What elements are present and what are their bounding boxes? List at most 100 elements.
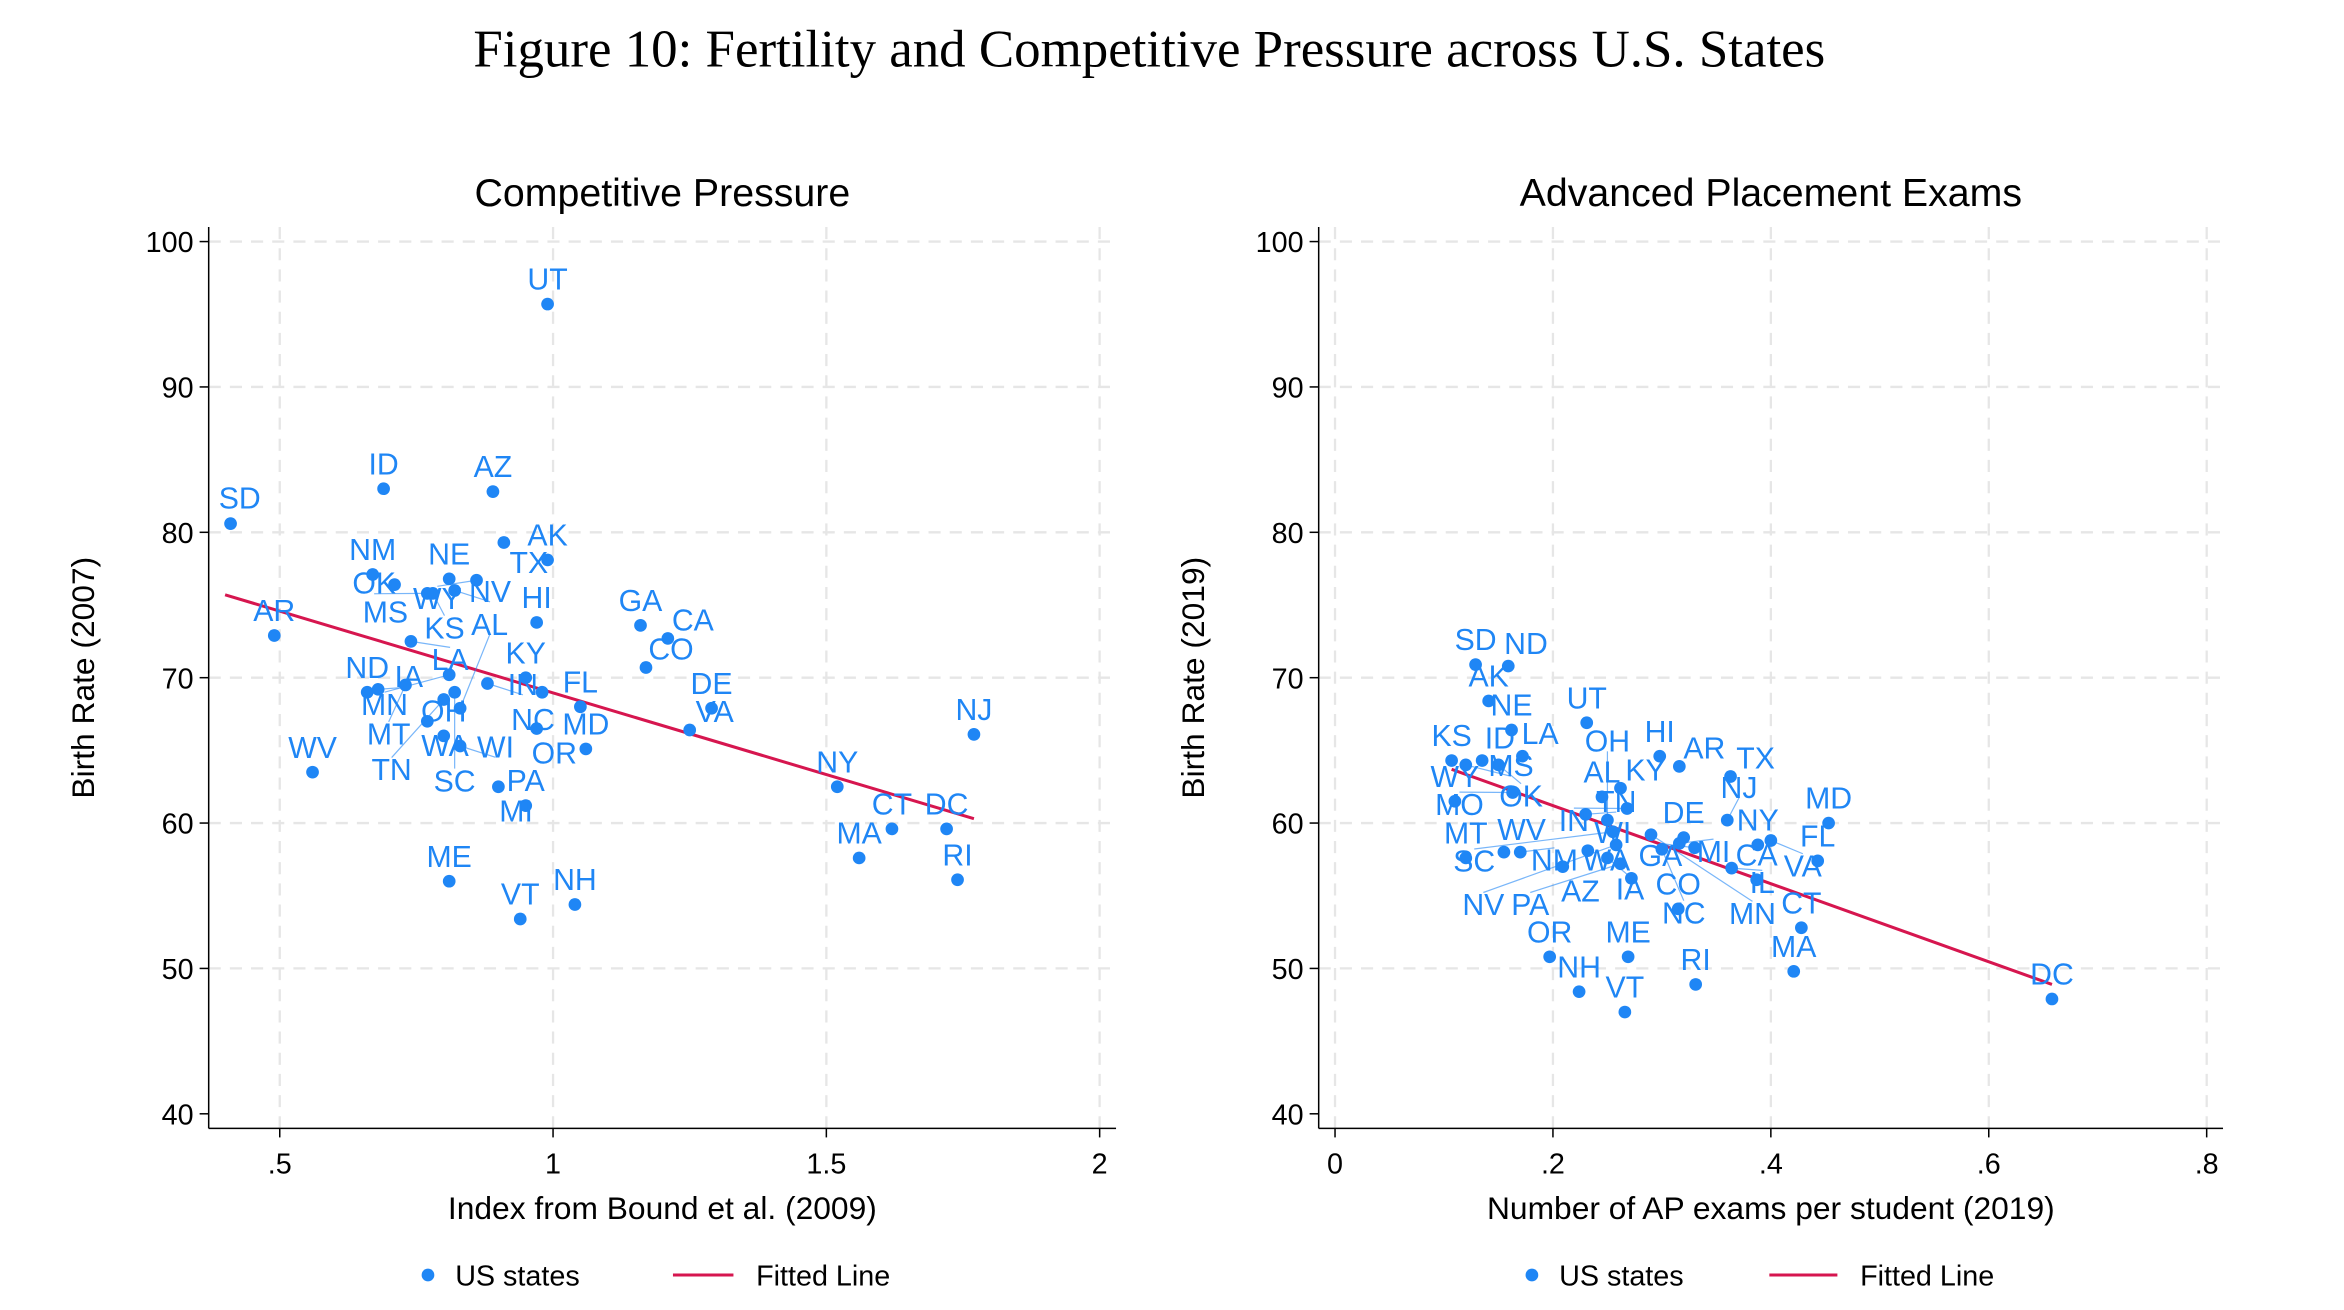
data-label-DE: DE (1663, 797, 1705, 830)
data-point-NY (830, 780, 844, 794)
data-point-LA (1516, 749, 1529, 763)
data-point-OH (1601, 813, 1614, 827)
x-tick-label: .4 (1759, 1149, 1783, 1181)
data-label-AK: AK (527, 520, 567, 553)
data-label-RI: RI (942, 839, 972, 872)
data-point-TX (1724, 770, 1737, 783)
y-axis-title: Birth Rate (2019) (1175, 557, 1211, 799)
data-point-MS (1459, 758, 1473, 772)
x-tick-label: .8 (2195, 1149, 2219, 1181)
data-point-AZ (486, 485, 500, 498)
data-label-TX: TX (1736, 743, 1775, 776)
x-axis-title: Index from Bound et al. (2009) (448, 1190, 877, 1226)
panel-title: Advanced Placement Exams (1520, 171, 2022, 215)
data-label-NM: NM (1531, 845, 1578, 878)
data-point-VA (1764, 834, 1778, 847)
data-point-NJ (1720, 813, 1734, 827)
data-label-NJ: NJ (1720, 772, 1757, 805)
data-point-UT (541, 297, 554, 311)
data-point-UT (1580, 716, 1594, 730)
data-point-MS (388, 578, 401, 591)
data-point-SD (224, 517, 237, 530)
data-point-MA (852, 851, 866, 865)
data-point-OK (420, 587, 434, 600)
data-label-MS: MS (1488, 750, 1533, 783)
x-tick-label: 1.5 (806, 1149, 846, 1181)
data-label-VT: VT (1606, 972, 1645, 1005)
data-label-ND: ND (1504, 628, 1548, 661)
y-tick-label: 70 (162, 663, 194, 695)
data-point-CA (661, 632, 675, 645)
y-tick-label: 80 (162, 518, 194, 550)
y-tick-label: 100 (146, 227, 194, 259)
data-label-WV: WV (1497, 814, 1547, 847)
data-label-WV: WV (288, 732, 338, 765)
data-point-WA (1625, 871, 1638, 885)
x-tick-label: .6 (1977, 1149, 2001, 1181)
data-point-NH (568, 898, 582, 911)
data-label-OH: OH (1585, 725, 1630, 758)
data-label-NC: NC (511, 704, 555, 737)
data-label-MT: MT (367, 718, 411, 751)
data-label-NV: NV (469, 576, 512, 609)
legend-marker-points (1525, 1268, 1539, 1282)
data-label-NE: NE (428, 538, 470, 571)
y-tick-label: 50 (162, 954, 194, 986)
data-point-IL (1725, 861, 1738, 875)
data-point-WI (453, 739, 467, 753)
data-point-AR (1672, 760, 1686, 773)
data-point-DE (705, 701, 718, 715)
data-point-CT (885, 822, 899, 836)
data-point-MI (492, 780, 505, 794)
data-point-TN (437, 693, 451, 706)
x-tick-label: .2 (1541, 1149, 1565, 1181)
data-label-PA: PA (507, 765, 546, 798)
data-point-RI (1689, 978, 1703, 991)
data-point-GA (634, 618, 647, 632)
data-label-IL: IL (1750, 867, 1775, 900)
data-point-HI (530, 616, 544, 629)
y-tick-label: 100 (1256, 227, 1304, 259)
data-label-TX: TX (510, 547, 549, 580)
data-label-IA: IA (394, 661, 423, 694)
data-label-CO: CO (648, 634, 693, 667)
data-point-WV (1497, 845, 1511, 859)
data-label-VT: VT (501, 879, 540, 912)
data-label-ME: ME (1605, 916, 1650, 949)
data-label-AL: AL (1583, 757, 1620, 790)
data-point-AR (267, 629, 281, 642)
data-point-MT (1459, 851, 1473, 865)
data-point-NC (535, 685, 549, 699)
data-point-ID (377, 482, 390, 496)
leader-line-LA (410, 640, 451, 648)
data-point-ME (442, 874, 456, 888)
data-label-ID: ID (1485, 722, 1515, 755)
data-label-NJ: NJ (955, 694, 992, 727)
leader-line-WY (437, 579, 477, 587)
data-point-LA (404, 634, 418, 648)
data-point-ND (1501, 659, 1515, 673)
data-label-MD: MD (562, 709, 609, 742)
legend-label-fit: Fitted Line (1860, 1261, 1994, 1293)
data-label-NH: NH (1557, 951, 1601, 984)
data-label-SC: SC (1453, 846, 1495, 879)
panel-advanced-placement: Advanced Placement Exams 40 50 60 70 80 90 100 0… (1175, 171, 2224, 1293)
data-point-NV (1609, 838, 1623, 852)
data-point-OR (530, 722, 544, 735)
legend-label-fit: Fitted Line (756, 1261, 890, 1293)
data-point-MT (399, 678, 412, 692)
data-label-OK: OK (352, 568, 396, 601)
data-label-AZ: AZ (1561, 876, 1600, 909)
data-label-OR: OR (1527, 916, 1572, 949)
data-label-NC: NC (1662, 897, 1706, 930)
data-point-IN (1620, 802, 1634, 815)
data-point-TN (1579, 807, 1592, 821)
y-tick-label: 80 (1272, 518, 1304, 550)
data-label-RI: RI (1681, 944, 1711, 977)
y-tick-label: 90 (162, 373, 194, 405)
data-point-NC (1655, 842, 1669, 856)
data-label-AL: AL (471, 609, 508, 642)
data-label-AR: AR (1683, 732, 1725, 765)
data-label-MT: MT (1444, 818, 1488, 851)
